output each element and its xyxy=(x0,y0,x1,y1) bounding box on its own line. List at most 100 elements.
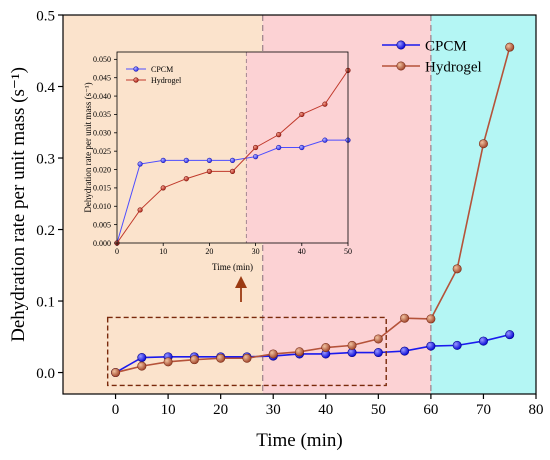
cpcm-point xyxy=(322,137,328,143)
x-tick-label: 10 xyxy=(161,402,176,418)
x-tick-label: 80 xyxy=(529,402,544,418)
legend-swatch-marker xyxy=(133,66,139,72)
x-tick-label: 40 xyxy=(318,402,333,418)
cpcm-point xyxy=(478,336,488,346)
zoom-arrow xyxy=(235,276,247,302)
y-tick-label: 0.040 xyxy=(93,92,111,101)
cpcm-point xyxy=(160,157,166,163)
y-tick-label: 0.2 xyxy=(36,223,55,239)
hydrogel-point xyxy=(160,185,166,191)
hydrogel-point xyxy=(216,353,226,363)
hydrogel-point xyxy=(505,42,515,52)
cpcm-line xyxy=(115,333,510,374)
hydrogel-point xyxy=(321,343,331,353)
plot-frame xyxy=(116,51,349,244)
hydrogel-point xyxy=(183,176,189,182)
zoom-arrow-head xyxy=(235,276,247,288)
cpcm-point xyxy=(137,353,147,363)
cpcm-point xyxy=(229,157,236,163)
x-axis-title: Time (min) xyxy=(212,262,253,272)
cpcm-point xyxy=(137,161,143,167)
x-tick-label: 0 xyxy=(112,402,120,418)
hydrogel-line xyxy=(115,46,511,374)
hydrogel-point xyxy=(322,101,328,107)
legend-label: CPCM xyxy=(425,38,467,54)
y-tick-label: 0.025 xyxy=(93,147,111,156)
hydrogel-point xyxy=(299,111,305,118)
y-tick-label: 0.0 xyxy=(36,366,55,382)
y-tick-label: 0.010 xyxy=(93,202,111,211)
cpcm-point xyxy=(373,348,383,358)
cpcm-point xyxy=(253,154,259,160)
y-tick-label: 0.035 xyxy=(93,110,111,119)
cpcm-point xyxy=(452,340,462,350)
cpcm-point xyxy=(206,157,212,163)
legend-item-hydrogel: Hydrogel xyxy=(382,59,482,75)
legend-swatch-marker xyxy=(133,77,139,83)
y-tick-label: 0.3 xyxy=(36,151,55,167)
legend: CPCM Hydrogel xyxy=(382,38,482,75)
y-tick-label: 0.005 xyxy=(93,220,111,229)
hydrogel-point xyxy=(229,168,236,174)
hydrogel-point xyxy=(137,207,143,213)
legend-swatch-marker xyxy=(396,61,406,71)
x-tick-label: 40 xyxy=(298,247,306,256)
legend-label: Hydrogel xyxy=(151,76,182,85)
hydrogel-point xyxy=(478,139,488,149)
hydrogel-point xyxy=(268,349,278,359)
cpcm-point xyxy=(299,144,305,151)
cpcm-point xyxy=(505,330,515,340)
hydrogel-point xyxy=(189,355,199,365)
legend: CPCM Hydrogel xyxy=(126,65,182,85)
y-tick-label: 0.1 xyxy=(36,294,55,310)
x-tick-label: 10 xyxy=(159,247,167,256)
hydrogel-point xyxy=(137,361,147,371)
hydrogel-point xyxy=(294,347,304,357)
y-tick-label: 0.050 xyxy=(93,55,111,64)
y-tick-label: 0.015 xyxy=(93,184,111,193)
hydrogel-point xyxy=(452,264,462,274)
legend-item-hydrogel: Hydrogel xyxy=(126,76,182,85)
y-axis-title: Dehydration rate per unit mass (s⁻¹) xyxy=(8,67,29,342)
y-tick-label: 0.020 xyxy=(93,165,111,174)
y-tick-label: 0.000 xyxy=(93,239,111,248)
x-tick-label: 0 xyxy=(115,247,119,256)
x-tick-label: 50 xyxy=(371,402,386,418)
hydrogel-point xyxy=(253,144,259,151)
hydrogel-point xyxy=(111,368,121,378)
x-tick-label: 60 xyxy=(423,402,438,418)
cpcm-point xyxy=(183,157,189,163)
hydrogel-point xyxy=(426,314,436,324)
x-tick-label: 70 xyxy=(476,402,491,418)
hydrogel-point xyxy=(373,334,383,344)
hydrogel-point xyxy=(206,168,212,174)
x-tick-label: 30 xyxy=(252,247,260,256)
y-axis-title: Dehydration rate per unit mass (s⁻¹) xyxy=(83,82,93,212)
inset-plot: 0 10 20 30 40 50 0.000 0.005 0.010 0.015 0.020 0.02… xyxy=(83,51,352,272)
zoom-region-box xyxy=(106,316,387,387)
plot-frame xyxy=(62,14,537,395)
legend-item-cpcm: CPCM xyxy=(382,38,467,54)
cpcm-point xyxy=(276,144,282,151)
hydrogel-point xyxy=(163,357,173,367)
cpcm-point xyxy=(400,346,410,356)
region-band-3 xyxy=(430,15,536,394)
y-tick-label: 0.045 xyxy=(93,74,111,83)
legend-item-cpcm: CPCM xyxy=(126,65,173,74)
legend-swatch-marker xyxy=(396,40,406,50)
hydrogel-point xyxy=(242,353,252,363)
x-tick-label: 50 xyxy=(344,247,352,256)
legend-label: Hydrogel xyxy=(425,59,482,75)
x-tick-label: 20 xyxy=(205,247,213,256)
x-tick-label: 30 xyxy=(266,402,281,418)
x-axis-title: Time (min) xyxy=(256,430,342,451)
cpcm-point xyxy=(426,341,436,351)
y-tick-label: 0.030 xyxy=(93,129,111,138)
hydrogel-point xyxy=(347,340,357,350)
legend-label: CPCM xyxy=(151,65,173,74)
y-tick-label: 0.5 xyxy=(36,8,55,24)
x-tick-label: 20 xyxy=(213,402,228,418)
hydrogel-point xyxy=(276,132,282,138)
y-tick-label: 0.4 xyxy=(36,80,55,96)
